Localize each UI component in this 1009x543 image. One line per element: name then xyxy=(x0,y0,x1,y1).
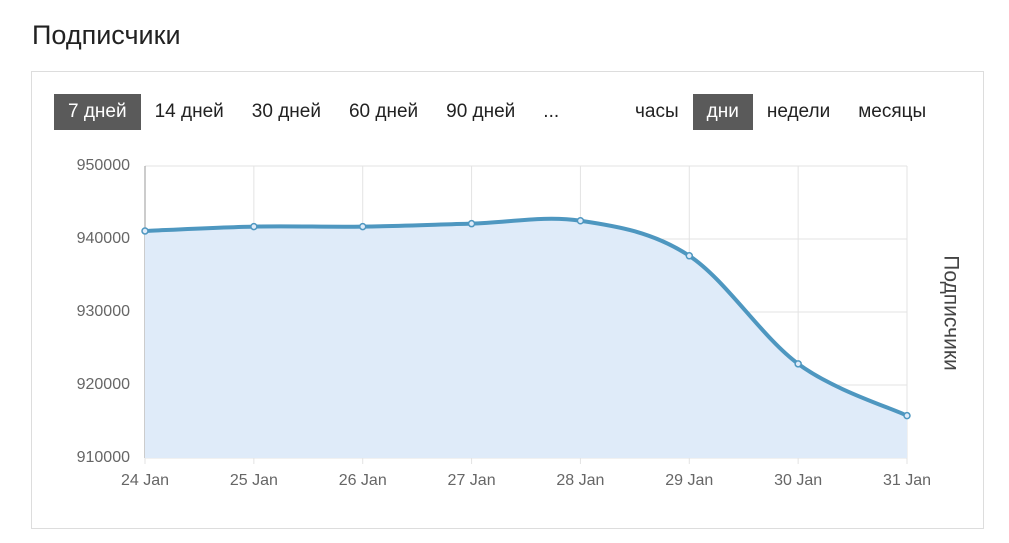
x-tick-label: 25 Jan xyxy=(230,472,278,489)
x-tick-label: 31 Jan xyxy=(883,472,931,489)
y-tick-label: 910000 xyxy=(77,449,130,466)
filter-button[interactable]: 7 дней xyxy=(54,94,141,130)
filter-button[interactable]: 14 дней xyxy=(154,101,224,122)
chart-panel: 7 дней 14 дней 30 дней 60 дней 90 дней... ча… xyxy=(31,71,984,529)
point xyxy=(685,252,694,260)
area xyxy=(145,218,907,458)
point xyxy=(141,227,149,235)
x-tick-label: 27 Jan xyxy=(448,472,496,489)
point xyxy=(250,222,258,231)
y-tick-label: 950000 xyxy=(77,157,130,174)
point xyxy=(358,222,367,231)
x-tick-label: 24 Jan xyxy=(121,472,169,489)
filter-button[interactable]: месяцы xyxy=(858,101,927,122)
point xyxy=(794,360,802,368)
x-tick-label: 26 Jan xyxy=(339,472,387,489)
x-tick-label: 28 Jan xyxy=(556,472,604,489)
y-tick-label: 930000 xyxy=(77,303,130,320)
y-tick-label: 940000 xyxy=(77,230,130,247)
y-axis-label: Подписчики xyxy=(939,255,962,371)
filter-button[interactable]: недели xyxy=(766,101,831,122)
filter-button[interactable]: часы xyxy=(635,101,679,122)
filter-button[interactable]: 60 дней xyxy=(348,101,419,122)
filter-button[interactable]: 30 дней xyxy=(251,101,321,122)
filter-button[interactable]: ... xyxy=(543,101,560,122)
filter-button[interactable]: 90 дней xyxy=(446,101,516,122)
filter-button[interactable]: дни xyxy=(692,94,753,130)
line xyxy=(144,216,908,418)
x-tick-label: 29 Jan xyxy=(665,472,713,489)
period-buttons: 7 дней 14 дней 30 дней 60 дней 90 дней... xyxy=(54,94,573,130)
x-tick-label: 30 Jan xyxy=(774,472,822,489)
point xyxy=(576,217,585,225)
y-tick-label: 920000 xyxy=(77,376,130,393)
point xyxy=(903,411,911,420)
point xyxy=(467,219,476,228)
page-title: Подписчики xyxy=(32,20,181,50)
granularity-buttons: часы дни недели месяцы xyxy=(621,94,940,130)
